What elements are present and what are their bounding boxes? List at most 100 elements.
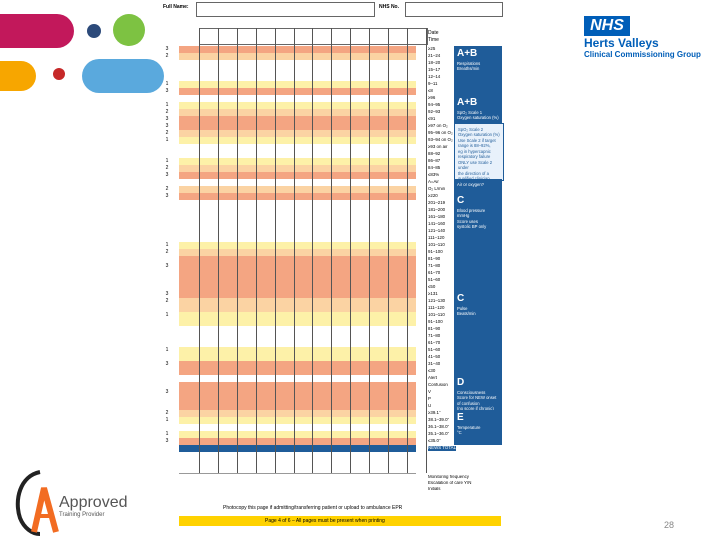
row-range: 51–60 (428, 278, 441, 283)
parameter-panel: C Pulse Beats/min (454, 291, 502, 375)
panel-heading: D (457, 377, 465, 388)
row-range: 88–92 (428, 152, 441, 157)
row-score: 3 (165, 116, 169, 122)
nhs-number-label: NHS No. (379, 4, 399, 10)
row-score: 1 (165, 417, 169, 423)
row-score: 1 (165, 81, 169, 87)
row-range: Confusion (428, 383, 448, 388)
grid-column-line (255, 28, 257, 473)
row-range: ≤91 (428, 117, 436, 122)
nhs-number-field[interactable] (405, 2, 503, 17)
panel-description: Air or oxygen? (457, 182, 484, 187)
decor-red-dot (53, 68, 65, 80)
row-range: 94–95 (428, 103, 441, 108)
row-range: ≥93 on air (428, 145, 448, 150)
row-range: 18–20 (428, 61, 441, 66)
row-range: ≥25 (428, 47, 436, 52)
row-score: 1 (165, 312, 169, 318)
full-name-label: Full Name: (163, 4, 189, 10)
row-range: 95–96 on O₂ (428, 131, 453, 136)
row-range: 81–90 (428, 257, 441, 262)
row-range: 21–24 (428, 54, 441, 59)
parameter-panel: A+B SpO₂ Scale 1 Oxygen saturation (%) (454, 95, 502, 123)
panel-heading: A+B (457, 97, 478, 108)
grid-column-line (199, 28, 200, 473)
row-range: A=Air (428, 180, 439, 185)
row-range: ≤30 (428, 369, 436, 374)
row-score: 1 (165, 158, 169, 164)
row-range: 121–140 (428, 229, 446, 234)
approved-logo-text: Approved (59, 494, 128, 511)
row-score: 3 (165, 123, 169, 129)
row-range: 71–80 (428, 334, 441, 339)
grid-column-line (312, 28, 313, 473)
row-range: ≥97 on O₂ (428, 124, 448, 129)
approved-a-logo-icon (15, 470, 59, 536)
panel-heading: E (457, 412, 464, 423)
panel-heading: A+B (457, 48, 478, 59)
grid-column-line (425, 28, 427, 473)
row-range: 12–14 (428, 75, 441, 80)
grid-column-line (236, 28, 238, 473)
row-range: ≥39.1° (428, 411, 441, 416)
row-range: 15–17 (428, 68, 441, 73)
row-range: 61–70 (428, 271, 441, 276)
chart-row[interactable] (179, 466, 416, 474)
footer-row-label: Initials (428, 487, 441, 491)
row-range: 41–50 (428, 355, 441, 360)
row-score: 3 (165, 88, 169, 94)
parameter-panel: E Temperature °C (454, 410, 502, 445)
row-score: 3 (165, 361, 169, 367)
decor-green-dot (113, 14, 145, 46)
row-score: 2 (165, 109, 169, 115)
row-score: 2 (165, 249, 169, 255)
row-range: 93–94 on O₂ (428, 138, 453, 143)
row-range: V (428, 390, 431, 395)
row-range: 161–180 (428, 215, 446, 220)
row-range: P (428, 397, 431, 402)
row-range: 38.1–39.0° (428, 418, 450, 423)
full-name-field[interactable] (196, 2, 375, 17)
row-score: 3 (165, 438, 169, 444)
row-range: 121–130 (428, 299, 446, 304)
row-range: ≤8 (428, 89, 433, 94)
footer-note: Photocopy this page if admitting/transfe… (223, 505, 403, 511)
parameter-panel: SpO₂ Scale 2 Oxygen saturation (%) Use S… (454, 123, 504, 181)
footer-row-label: Monitoring frequency (428, 475, 470, 479)
row-score: 1 (165, 347, 169, 353)
row-range: 84–85 (428, 166, 441, 171)
row-range: 111–120 (428, 236, 445, 241)
panel-description: Respirations Breaths/min (457, 61, 481, 72)
org-name-line1: Herts Valleys (584, 36, 659, 50)
row-range: 201–219 (428, 201, 446, 206)
date-time-grid[interactable] (199, 28, 428, 45)
row-range: Alert (428, 376, 438, 381)
row-range: 101–110 (428, 313, 445, 318)
grid-column-line (388, 28, 389, 473)
row-range: 61–70 (428, 341, 441, 346)
row-range: 71–80 (428, 264, 441, 269)
row-range: 141–160 (428, 222, 446, 227)
parameter-panel: D Consciousness Score for NEW onset of co… (454, 375, 502, 411)
panel-description: SpO₂ Scale 2 Oxygen saturation (%) Use S… (458, 127, 500, 181)
row-range: ≥220 (428, 194, 438, 199)
row-score: 3 (165, 193, 169, 199)
grid-column-line (293, 28, 295, 473)
row-score: 1 (165, 242, 169, 248)
grid-column-line (350, 28, 351, 473)
grid-column-line (406, 28, 408, 473)
row-range: 51–60 (428, 348, 441, 353)
row-range: 9–11 (428, 82, 438, 87)
panel-description: Blood pressure mmHg Score uses systolic … (457, 208, 487, 230)
parameter-panel: C Blood pressure mmHg Score uses systolic… (454, 193, 502, 291)
parameter-panel: Air or oxygen? (454, 179, 502, 193)
row-range: 91–100 (428, 320, 443, 325)
row-range: 101–110 (428, 243, 445, 248)
row-score: 2 (165, 410, 169, 416)
row-range: 91–100 (428, 250, 443, 255)
decor-magenta-blob (0, 14, 74, 48)
grid-column-line (369, 28, 370, 473)
row-range: ≤35.0° (428, 439, 441, 444)
grid-column-line (217, 28, 219, 473)
panel-description: Pulse Beats/min (457, 306, 476, 317)
